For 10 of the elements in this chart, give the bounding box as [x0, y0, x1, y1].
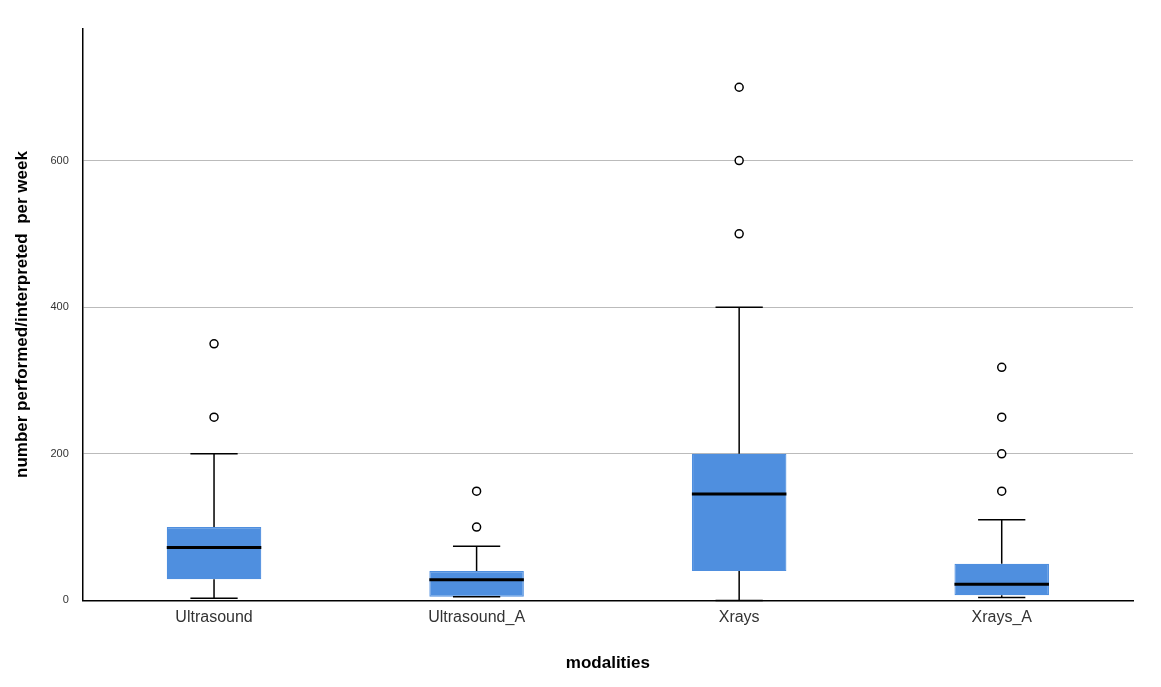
y-tick-label: 200 — [50, 446, 69, 459]
y-axis-title: number performed/interpreted per week — [11, 150, 31, 478]
x-tick-label: Xrays — [718, 608, 760, 626]
x-tick-label: Ultrasound — [175, 608, 253, 626]
x-tick-label: Xrays_A — [971, 608, 1033, 627]
y-tick-label: 400 — [50, 300, 69, 313]
x-axis-title: modalities — [565, 653, 650, 673]
x-tick-label: Ultrasound_A — [428, 608, 526, 627]
y-tick-label: 600 — [50, 153, 69, 166]
y-tick-label: 0 — [62, 593, 69, 606]
